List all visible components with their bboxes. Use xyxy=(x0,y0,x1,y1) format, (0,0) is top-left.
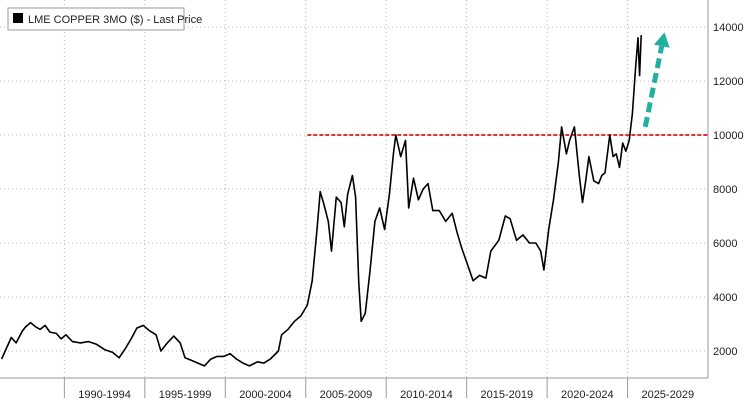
legend-label: LME COPPER 3MO ($) - Last Price xyxy=(28,14,202,26)
legend-box xyxy=(7,7,185,31)
x-tick-label: 2005-2009 xyxy=(320,389,373,401)
y-tick-label: 4000 xyxy=(713,292,737,304)
x-tick-label: 2000-2004 xyxy=(239,389,292,401)
y-tick-label: 8000 xyxy=(713,184,737,196)
x-tick-label: 2020-2024 xyxy=(561,389,614,401)
x-tick-label: 2025-2029 xyxy=(641,389,694,401)
x-tick-label: 2010-2014 xyxy=(400,389,453,401)
y-tick-label: 12000 xyxy=(713,76,744,88)
y-tick-label: 14000 xyxy=(713,22,744,34)
x-tick-label: 1990-1994 xyxy=(78,389,131,401)
y-tick-label: 2000 xyxy=(713,346,737,358)
x-tick-label: 2015-2019 xyxy=(481,389,534,401)
arrow-layer xyxy=(642,32,670,128)
series-layer xyxy=(0,35,642,367)
y-tick-label: 6000 xyxy=(713,238,737,250)
trend-arrow-shaft xyxy=(642,45,665,128)
legend: LME COPPER 3MO ($) - Last Price xyxy=(7,7,202,31)
legend-swatch xyxy=(13,13,23,23)
copper-price-line xyxy=(0,35,642,367)
x-tick-label: 1995-1999 xyxy=(159,389,212,401)
trend-arrow-head xyxy=(653,32,670,48)
y-tick-label: 10000 xyxy=(713,130,744,142)
